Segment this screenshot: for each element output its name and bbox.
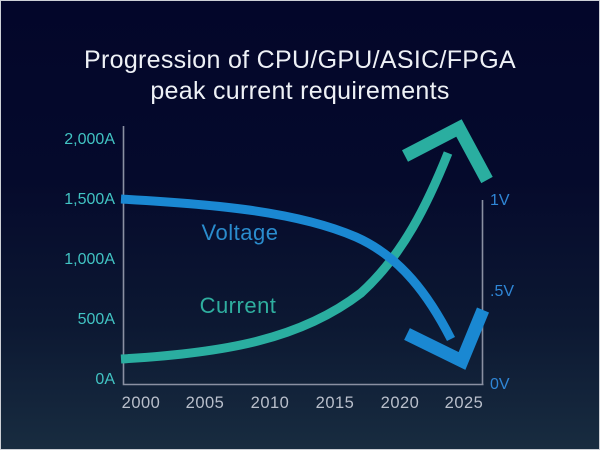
right-axis-tick-1v: 1V [490,192,510,209]
chart-title-line-2: peak current requirements [150,77,450,105]
x-axis-tick-2020: 2020 [381,394,420,412]
chart-title-line-1: Progression of CPU/GPU/ASIC/FPGA [84,46,516,74]
right-axis-tick-0v: 0V [490,376,510,393]
right-axis-tick-05v: .5V [490,283,514,300]
left-axis-tick-1500a: 1,500A [64,191,115,208]
left-axis-tick-1000a: 1,000A [64,251,115,268]
left-and-bottom-axis-line [122,126,484,386]
x-axis-tick-2025: 2025 [445,394,484,412]
x-axis-tick-2000: 2000 [122,394,161,412]
x-axis-tick-2005: 2005 [186,394,225,412]
voltage-down-arrow-icon [404,307,490,370]
voltage-curve [120,194,456,342]
current-curve [120,151,453,364]
current-curve-label: Current [200,293,277,318]
voltage-curve-label: Voltage [202,220,279,245]
current-up-arrow-icon [402,119,493,184]
x-axis-tick-2010: 2010 [251,394,290,412]
left-axis-tick-500a: 500A [78,311,116,328]
chart-title: Progression of CPU/GPU/ASIC/FPGA peak cu… [1,45,599,107]
left-axis-tick-2000a: 2,000A [64,131,115,148]
x-axis-tick-2015: 2015 [316,394,355,412]
left-axis-tick-0a: 0A [95,371,115,388]
